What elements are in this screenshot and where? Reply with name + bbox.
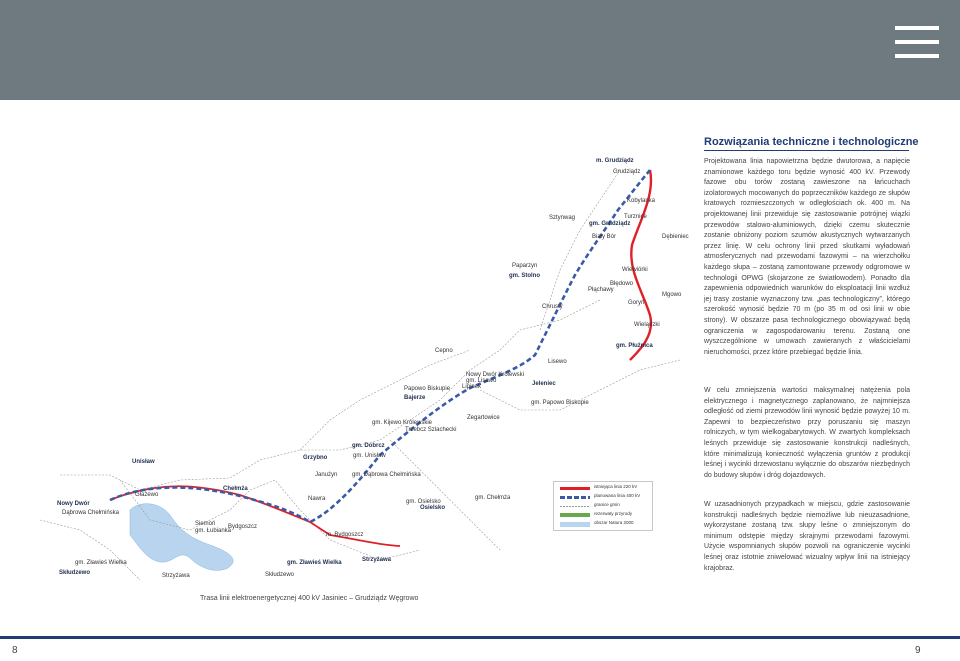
place-label: Paparzyn: [512, 263, 537, 269]
existing-220kv-line-north: [629, 169, 653, 361]
place-label: gm. Grudziądz: [589, 221, 630, 227]
top-banner: [0, 0, 960, 100]
legend-item: obszar Natura 2000: [560, 520, 650, 528]
place-label: Osielsko: [420, 505, 445, 511]
place-label: gm. Chełmża: [475, 495, 511, 501]
place-label: Unisław: [132, 459, 155, 465]
place-labels: m. Grudziądz Grudziądz Kobylanka Turznic…: [57, 158, 689, 579]
place-label: Grzybno: [303, 455, 328, 461]
place-label: Skłudzewo: [265, 572, 295, 578]
place-label: Jeleniec: [532, 381, 556, 387]
place-label: Płąchawy: [588, 287, 614, 293]
place-label: gm. Kijewo Królewskie: [372, 420, 433, 426]
municipal-boundaries: [39, 169, 681, 581]
section-title: Rozwiązania techniczne i technologiczne: [704, 136, 919, 148]
place-label: Janużyn: [315, 472, 337, 478]
place-label: Turznice: [624, 214, 647, 220]
place-label: gm. Papowo Biskupie: [531, 400, 589, 406]
place-label: gm. Unisław: [353, 453, 386, 459]
place-label: Wiewiórki: [622, 267, 648, 273]
title-divider: [704, 150, 909, 151]
place-label: gm. Płużnica: [616, 343, 653, 349]
place-label: Biały Bór: [592, 234, 616, 240]
place-label: gm. Zławieś Wielka: [75, 560, 127, 566]
place-label: Lisewo: [548, 359, 567, 365]
place-label: Strzyżawa: [162, 573, 190, 579]
place-label: m. Bydgoszcz: [326, 532, 363, 538]
place-label: Nowy Dwór Królewski: [466, 372, 524, 378]
place-label: Mgowo: [662, 292, 682, 298]
page-number-left: 8: [12, 645, 18, 656]
place-label: Dębieniec: [662, 234, 689, 240]
place-label: Głażewo: [135, 492, 159, 498]
place-label: Siemoń: [195, 521, 215, 527]
place-label: Wielądzki: [634, 322, 660, 328]
place-label: m. Grudziądz: [596, 158, 634, 164]
place-label: Nowy Dwór: [57, 501, 90, 507]
page-number-right: 9: [915, 645, 921, 656]
footer-divider: [0, 636, 960, 639]
place-label: Skłudzewo: [59, 570, 90, 576]
place-label: gm. Dobrcz: [352, 443, 385, 449]
place-label: gm. Łubianka: [195, 528, 232, 534]
place-label: Strzyżawa: [362, 557, 392, 563]
place-label: Lipinek: [462, 384, 482, 390]
map-legend: istniejąca linia 220 kV planowana linia …: [553, 481, 653, 531]
place-label: Błędowo: [610, 281, 634, 287]
legend-item: rezerwaty przyrody: [560, 511, 650, 519]
place-label: Chełmża: [223, 486, 248, 492]
place-label: Trzebcz Szlachecki: [405, 427, 456, 433]
route-map: m. Grudziądz Grudziądz Kobylanka Turznic…: [39, 158, 689, 581]
place-label: Grudziądz: [613, 169, 640, 175]
place-label: Nawra: [308, 496, 326, 502]
place-label: Bajerze: [404, 395, 426, 401]
paragraph-3: W uzasadnionych przypadkach w miejscu, g…: [704, 501, 910, 572]
place-label: gm. Stolno: [509, 273, 540, 279]
paragraph-2: W celu zmniejszenia wartości maksymalnej…: [704, 387, 910, 479]
place-label: gm. Zławieś Wielka: [287, 560, 342, 566]
place-label: Bydgoszcz: [228, 524, 257, 530]
place-label: Kobylanka: [627, 198, 656, 204]
place-label: Chrusty: [542, 304, 563, 310]
place-label: Sztynwag: [549, 215, 575, 221]
natura-area: [129, 503, 234, 571]
place-label: Zegartowice: [467, 415, 500, 421]
legend-item: granice gmin: [560, 502, 650, 510]
place-label: gm. Dąbrowa Chełmińska: [352, 472, 421, 478]
map-caption: Trasa linii elektroenergetycznej 400 kV …: [200, 595, 419, 602]
place-label: Goryń: [628, 300, 644, 306]
planned-400kv-line: [109, 169, 651, 524]
hamburger-menu-icon[interactable]: [895, 26, 939, 58]
paragraph-1: Projektowana linia napowietrzna będzie d…: [704, 158, 910, 356]
place-label: gm. Osielsko: [406, 499, 441, 505]
place-label: gm. Lisewo: [466, 378, 497, 384]
place-label: Cepno: [435, 348, 453, 354]
place-label: Papowo Biskupie: [404, 386, 451, 392]
place-label: Dąbrowa Chełmińska: [62, 510, 120, 516]
legend-item: istniejąca linia 220 kV: [560, 484, 650, 492]
legend-item: planowana linia 400 kV: [560, 493, 650, 501]
